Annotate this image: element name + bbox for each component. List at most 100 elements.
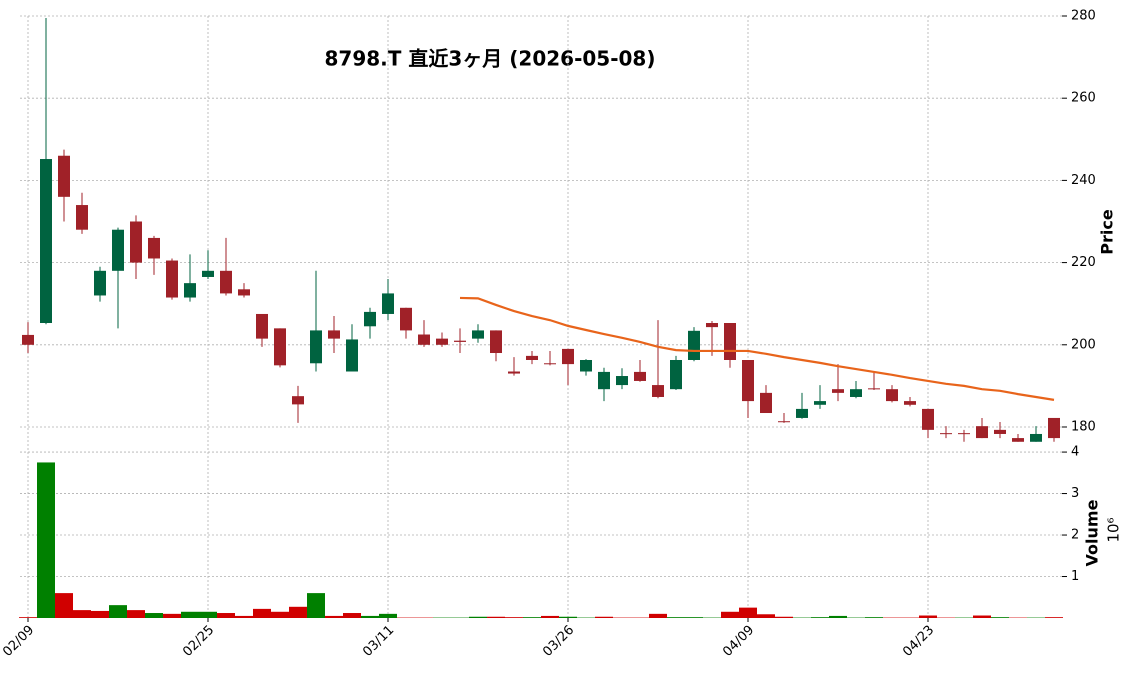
candle-body [652, 385, 664, 397]
volume-bar [235, 615, 253, 618]
y-axis-label: Price [1098, 209, 1117, 255]
y-tick-label: 200 [1071, 337, 1096, 352]
volume-bar [523, 617, 541, 618]
candle-body [508, 371, 520, 374]
volume-bar [253, 608, 271, 618]
candle-body [1012, 438, 1024, 442]
volume-bar [163, 613, 181, 618]
y-tick-label: 220 [1071, 255, 1096, 270]
y-tick-label: 180 [1071, 419, 1096, 434]
candle-body [490, 330, 502, 354]
candle-body [256, 313, 268, 339]
volume-bar [55, 593, 73, 618]
volume-bar [361, 615, 379, 618]
volume-bar [91, 610, 109, 618]
volume-bar [289, 606, 307, 618]
candle-body [292, 396, 304, 405]
volume-bar [595, 616, 613, 618]
x-tick-label: 03/26 [540, 623, 577, 660]
candle-body [760, 392, 772, 414]
candle-body [346, 339, 358, 372]
y-tick-label: 280 [1071, 9, 1096, 24]
candle-body [148, 237, 160, 259]
candle-body [868, 388, 880, 390]
candle-body [616, 376, 628, 386]
volume-bar [1045, 617, 1063, 618]
candle-body [796, 408, 808, 418]
volume-bar [379, 613, 397, 618]
candle-body [958, 433, 970, 435]
volume-bar [739, 607, 757, 618]
candle-body [328, 330, 340, 339]
x-tick-label: 02/09 [0, 623, 37, 660]
candle-body [382, 293, 394, 314]
volume-bar [991, 617, 1009, 618]
volume-bar [505, 617, 523, 618]
candle-body [310, 330, 322, 364]
candle-body [76, 205, 88, 230]
volume-offset-label: 10⁶ [1105, 517, 1123, 542]
candle-body [940, 433, 952, 435]
candle-body [724, 323, 736, 360]
x-tick-label: 02/25 [180, 623, 217, 660]
candle-body [472, 330, 484, 339]
candle-body [436, 338, 448, 345]
volume-bar [181, 611, 199, 618]
candle-body [40, 159, 52, 324]
candle-body [94, 270, 106, 296]
candle-body [130, 221, 142, 263]
candle-body [922, 408, 934, 430]
volume-tick-label: 1 [1071, 569, 1079, 584]
volume-bar [829, 615, 847, 618]
candle-body [166, 260, 178, 298]
candle-body [1048, 417, 1060, 439]
y-tick-label: 240 [1071, 173, 1096, 188]
volume-bar [559, 616, 577, 618]
volume-bar [973, 615, 991, 618]
candle-body [688, 330, 700, 360]
candle-body [886, 389, 898, 402]
candle-body [976, 426, 988, 439]
candle-body [580, 359, 592, 372]
candle-body [220, 270, 232, 294]
volume-bar [325, 615, 343, 618]
candle-body [814, 401, 826, 405]
candle-body [544, 363, 556, 365]
y-tick-label: 260 [1071, 91, 1096, 106]
volume-tick-label: 2 [1071, 528, 1079, 543]
candle-body [364, 311, 376, 327]
x-tick-label: 04/09 [720, 623, 757, 660]
volume-bar [649, 613, 667, 618]
volume-bar [685, 617, 703, 618]
volume-bar [757, 614, 775, 618]
volume-bar [127, 610, 145, 618]
volume-bar [775, 616, 793, 618]
candle-body [904, 401, 916, 405]
candle-body [994, 429, 1006, 434]
candle-body [418, 334, 430, 345]
volume-bar [541, 615, 559, 618]
volume-bar [865, 617, 883, 618]
candle-body [58, 155, 70, 197]
candle-body [274, 328, 286, 366]
moving-average-line [459, 296, 1055, 401]
volume-tick-label: 4 [1071, 445, 1079, 460]
candle-body [832, 389, 844, 393]
candle-body [670, 359, 682, 390]
volume-bar [109, 605, 127, 618]
volume-bar [217, 613, 235, 618]
volume-bar [307, 593, 325, 618]
candle-body [400, 307, 412, 331]
candle-body [202, 270, 214, 277]
chart-title: 8798.T 直近3ヶ月 (2026-05-08) [325, 47, 656, 71]
volume-bar [667, 617, 685, 618]
candle-body [184, 283, 196, 298]
volume-bar [145, 613, 163, 618]
volume-bar [37, 462, 55, 618]
x-tick-label: 04/23 [900, 623, 937, 660]
volume-bar [19, 617, 37, 618]
candle-body [742, 359, 754, 402]
candle-body [850, 389, 862, 397]
volume-bar [811, 617, 829, 618]
